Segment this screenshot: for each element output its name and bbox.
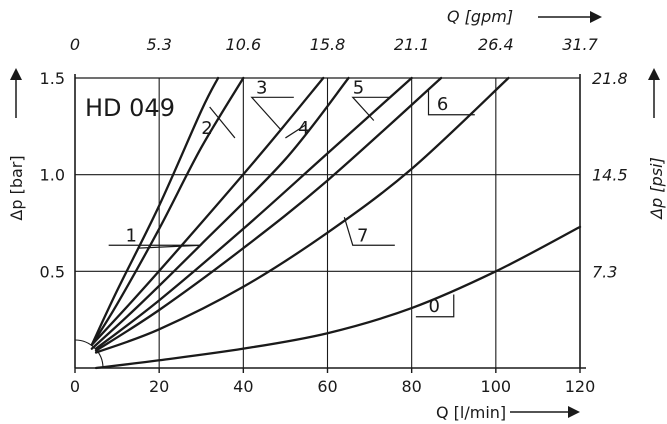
x2-tick-label: 0 (70, 35, 80, 54)
y-tick-label: 1.5 (40, 69, 65, 88)
y2-axis-label: Δp [psi] (647, 157, 666, 221)
series-label-4: 4 (298, 118, 309, 139)
series-curves (90, 76, 582, 370)
x2-tick-label: 15.8 (310, 35, 346, 54)
series-callout-5 (351, 96, 391, 121)
x2-axis-arrow (538, 11, 602, 23)
y-axis-label: Δp [bar] (7, 155, 26, 220)
series-curve-4 (90, 76, 350, 350)
series-callout-6 (427, 89, 475, 116)
series-label-2: 2 (201, 118, 212, 139)
y2-axis-arrow (648, 68, 660, 118)
series-curve-0 (94, 225, 582, 370)
series-callout-3 (250, 96, 294, 131)
x-tick-label: 20 (149, 377, 169, 396)
series-curve-2 (90, 76, 245, 346)
x2-axis-label: Q [gpm] (447, 7, 513, 26)
series-label-5: 5 (353, 77, 364, 98)
x-tick-label: 0 (70, 377, 80, 396)
series-callout-1 (108, 244, 202, 249)
series-curve-1 (90, 76, 220, 346)
x2-tick-label: 5.3 (146, 35, 171, 54)
y2-tick-label: 7.3 (592, 262, 617, 281)
series-label-1: 1 (126, 225, 137, 246)
series-label-6: 6 (437, 94, 448, 115)
chart-title: HD 049 (85, 94, 175, 122)
x2-tick-label: 21.1 (394, 35, 430, 54)
x-tick-label: 40 (233, 377, 253, 396)
x-axis-arrow (510, 406, 580, 418)
series-curve-7 (94, 76, 510, 354)
series-curve-5 (94, 76, 413, 350)
series-callout-7 (343, 217, 395, 246)
series-callout-2 (209, 106, 236, 139)
series-labels: 0 1 2 3 4 5 6 7 (108, 77, 475, 318)
series-callout-4 (285, 123, 307, 139)
y-tick-label: 1.0 (40, 166, 65, 185)
x-tick-label: 60 (317, 377, 337, 396)
x2-tick-label: 31.7 (562, 35, 598, 54)
series-curve-6 (94, 76, 443, 352)
series-label-0: 0 (429, 296, 440, 317)
x2-tick-label: 26.4 (478, 35, 514, 54)
y2-tick-label: 21.8 (592, 69, 628, 88)
series-curve-3 (90, 76, 325, 346)
y-tick-label: 0.5 (40, 262, 65, 281)
y-axis-arrow (10, 68, 22, 118)
x-tick-label: 120 (565, 377, 596, 396)
x2-tick-label: 10.6 (226, 35, 262, 54)
y2-tick-label: 14.5 (592, 166, 628, 185)
series-label-7: 7 (357, 225, 368, 246)
series-callout-0 (415, 294, 455, 318)
origin-arc (74, 339, 104, 369)
x-tick-label: 100 (481, 377, 512, 396)
series-label-3: 3 (256, 77, 267, 98)
x-tick-label: 80 (401, 377, 421, 396)
x-axis-label: Q [l/min] (436, 403, 506, 422)
